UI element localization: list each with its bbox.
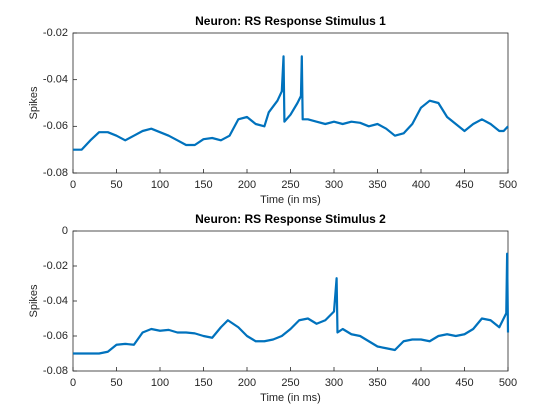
x-tick-label: 0 bbox=[70, 377, 76, 389]
y-axis-label: Spikes bbox=[28, 86, 40, 120]
y-axis-label: Spikes bbox=[28, 284, 40, 318]
y-tick-label: -0.08 bbox=[43, 365, 68, 377]
x-axis-label: Time (in ms) bbox=[260, 392, 321, 404]
y-tick-label: 0 bbox=[62, 225, 68, 237]
y-tick-label: -0.02 bbox=[43, 27, 68, 39]
line-series bbox=[73, 252, 510, 355]
x-tick-label: 0 bbox=[70, 179, 76, 191]
y-tick-label: -0.04 bbox=[43, 74, 68, 86]
x-tick-label: 150 bbox=[194, 179, 212, 191]
x-tick-label: 300 bbox=[325, 179, 343, 191]
chart-title: Neuron: RS Response Stimulus 1 bbox=[195, 14, 386, 28]
chart-title: Neuron: RS Response Stimulus 2 bbox=[195, 212, 386, 226]
x-tick-label: 350 bbox=[368, 179, 386, 191]
x-tick-label: 400 bbox=[412, 179, 430, 191]
x-tick-label: 500 bbox=[499, 179, 517, 191]
axes-box bbox=[72, 32, 509, 174]
x-tick-label: 450 bbox=[455, 377, 473, 389]
y-tick-label: -0.06 bbox=[43, 120, 68, 132]
x-tick-label: 100 bbox=[151, 179, 169, 191]
x-tick-label: 50 bbox=[110, 179, 122, 191]
line-series bbox=[73, 55, 509, 151]
y-tick-label: -0.02 bbox=[43, 260, 68, 272]
x-tick-label: 400 bbox=[412, 377, 430, 389]
x-tick-label: 150 bbox=[194, 377, 212, 389]
y-tick-label: -0.04 bbox=[43, 295, 68, 307]
x-tick-label: 200 bbox=[238, 377, 256, 389]
x-tick-label: 300 bbox=[325, 377, 343, 389]
x-tick-label: 450 bbox=[455, 179, 473, 191]
x-tick-label: 350 bbox=[368, 377, 386, 389]
x-tick-label: 250 bbox=[281, 179, 299, 191]
axes-box bbox=[72, 230, 509, 372]
x-tick-label: 250 bbox=[281, 377, 299, 389]
y-tick-label: -0.06 bbox=[43, 330, 68, 342]
x-tick-label: 200 bbox=[238, 179, 256, 191]
y-tick-label: -0.08 bbox=[43, 167, 68, 179]
x-axis-label: Time (in ms) bbox=[260, 194, 321, 206]
x-tick-label: 500 bbox=[499, 377, 517, 389]
x-tick-label: 100 bbox=[151, 377, 169, 389]
x-tick-label: 50 bbox=[110, 377, 122, 389]
